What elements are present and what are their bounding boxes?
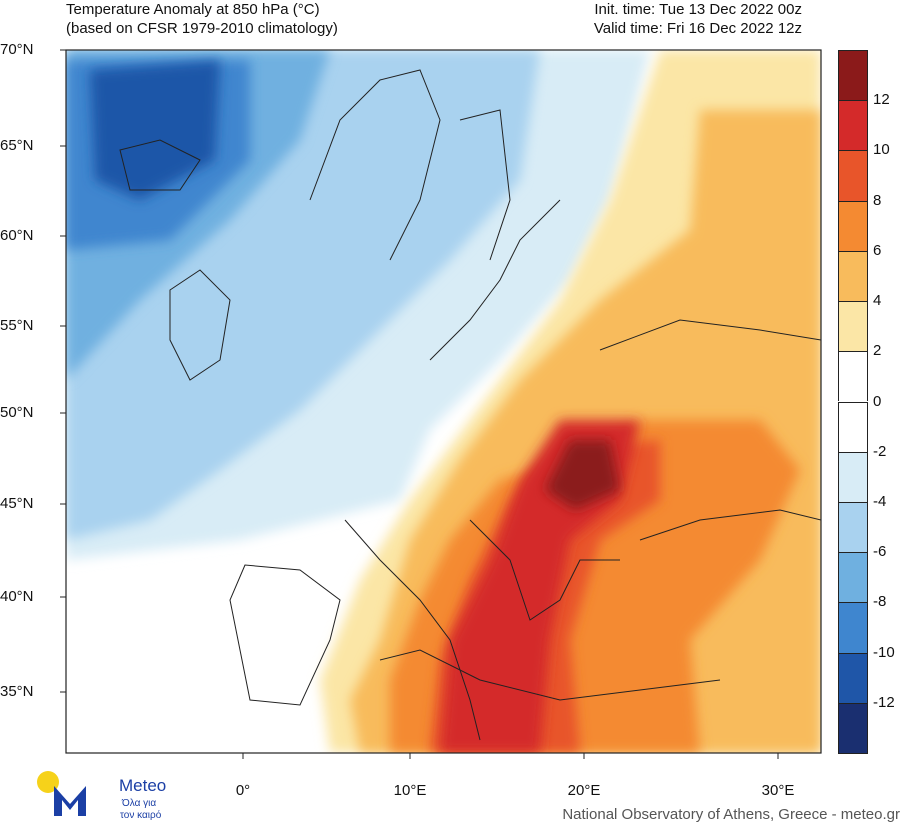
colorbar-segment: [838, 602, 868, 653]
colorbar-segment: [838, 50, 868, 101]
colorbar-label: 4: [873, 292, 882, 310]
map-title: Temperature Anomaly at 850 hPa (°C): [66, 1, 320, 18]
colorbar-segment: [838, 552, 868, 603]
longitude-label: 20°E: [567, 782, 601, 799]
colorbar-segment: [838, 301, 868, 352]
latitude-label: 70°N: [0, 41, 34, 58]
colorbar-segment: [838, 401, 868, 452]
colorbar-bottom-edge: [838, 753, 868, 754]
latitude-label: 50°N: [0, 404, 34, 421]
colorbar-label: 8: [873, 191, 882, 209]
anomaly-field: [66, 50, 821, 753]
logo-brand: Meteo: [119, 776, 167, 795]
colorbar-label: -6: [873, 543, 887, 561]
colorbar-label: -10: [873, 643, 895, 661]
colorbar-label: -4: [873, 492, 887, 510]
colorbar-segment: [838, 150, 868, 201]
map-frame: [65, 49, 822, 754]
latitude-label: 35°N: [0, 683, 34, 700]
meteo-logo: Meteo Όλα για τον καιρό: [34, 768, 174, 824]
colorbar-segment: [838, 100, 868, 151]
colorbar-segment: [838, 351, 868, 402]
grid-ticks: [60, 49, 779, 759]
longitude-label: 10°E: [393, 782, 427, 799]
colorbar-segment: [838, 451, 868, 502]
colorbar-label: -2: [873, 442, 887, 460]
footer-credit: National Observatory of Athens, Greece -…: [562, 806, 900, 823]
colorbar-label: 12: [873, 91, 890, 109]
colorbar-label: 6: [873, 241, 882, 259]
colorbar-label: -12: [873, 693, 895, 711]
init-time: Init. time: Tue 13 Dec 2022 00z: [594, 1, 802, 18]
longitude-label: 30°E: [761, 782, 795, 799]
longitude-label: 0°: [235, 782, 251, 799]
valid-time: Valid time: Fri 16 Dec 2022 12z: [593, 20, 802, 37]
colorbar-segment: [838, 501, 868, 553]
colorbar-label: 10: [873, 141, 890, 159]
latitude-label: 65°N: [0, 137, 34, 154]
colorbar-label: -8: [873, 593, 887, 611]
map-subtitle: (based on CFSR 1979-2010 climatology): [66, 20, 338, 37]
latitude-label: 45°N: [0, 495, 34, 512]
logo-tagline-1: Όλα για: [122, 798, 157, 809]
latitude-label: 55°N: [0, 317, 34, 334]
logo-tagline-2: τον καιρό: [120, 810, 162, 821]
colorbar-segment: [838, 702, 868, 753]
colorbar-label: 2: [873, 342, 882, 360]
colorbar-segment: [838, 200, 868, 251]
latitude-label: 60°N: [0, 227, 34, 244]
m-logo-mark: [54, 786, 86, 816]
sun-icon: [37, 771, 59, 793]
colorbar-label: 0: [873, 392, 882, 410]
colorbar-segment: [838, 652, 868, 703]
colorbar-segment: [838, 250, 868, 302]
latitude-label: 40°N: [0, 588, 34, 605]
